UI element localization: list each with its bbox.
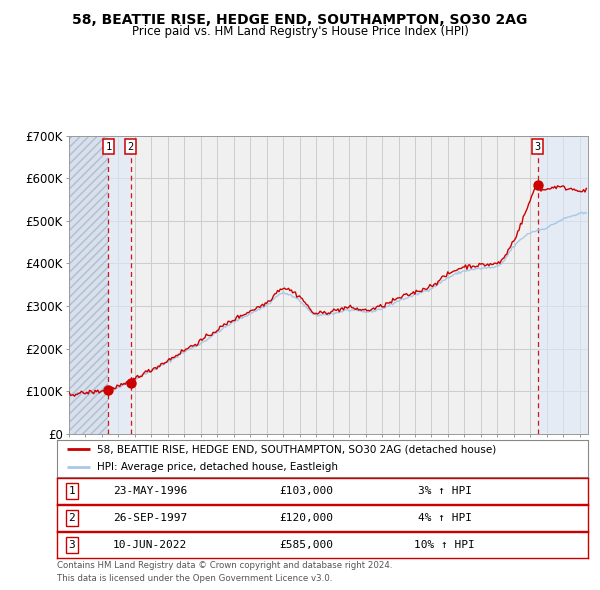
Text: £120,000: £120,000: [280, 513, 334, 523]
Text: 26-SEP-1997: 26-SEP-1997: [113, 513, 187, 523]
Bar: [109, 136, 131, 434]
Bar: [538, 136, 588, 434]
Text: This data is licensed under the Open Government Licence v3.0.: This data is licensed under the Open Gov…: [57, 574, 332, 583]
Text: 1: 1: [68, 486, 75, 496]
Text: £585,000: £585,000: [280, 540, 334, 550]
Bar: [69, 136, 109, 434]
Text: 3: 3: [535, 142, 541, 152]
Text: £103,000: £103,000: [280, 486, 334, 496]
Text: HPI: Average price, detached house, Eastleigh: HPI: Average price, detached house, East…: [97, 462, 338, 472]
Text: 3% ↑ HPI: 3% ↑ HPI: [418, 486, 472, 496]
Text: 1: 1: [105, 142, 112, 152]
Text: 10-JUN-2022: 10-JUN-2022: [113, 540, 187, 550]
Text: Contains HM Land Registry data © Crown copyright and database right 2024.: Contains HM Land Registry data © Crown c…: [57, 561, 392, 570]
Text: Price paid vs. HM Land Registry's House Price Index (HPI): Price paid vs. HM Land Registry's House …: [131, 25, 469, 38]
Text: 2: 2: [127, 142, 134, 152]
Text: 10% ↑ HPI: 10% ↑ HPI: [414, 540, 475, 550]
Text: 23-MAY-1996: 23-MAY-1996: [113, 486, 187, 496]
Text: 3: 3: [68, 540, 75, 550]
Text: 2: 2: [68, 513, 75, 523]
Text: 58, BEATTIE RISE, HEDGE END, SOUTHAMPTON, SO30 2AG: 58, BEATTIE RISE, HEDGE END, SOUTHAMPTON…: [73, 13, 527, 27]
Text: 4% ↑ HPI: 4% ↑ HPI: [418, 513, 472, 523]
Text: 58, BEATTIE RISE, HEDGE END, SOUTHAMPTON, SO30 2AG (detached house): 58, BEATTIE RISE, HEDGE END, SOUTHAMPTON…: [97, 444, 496, 454]
